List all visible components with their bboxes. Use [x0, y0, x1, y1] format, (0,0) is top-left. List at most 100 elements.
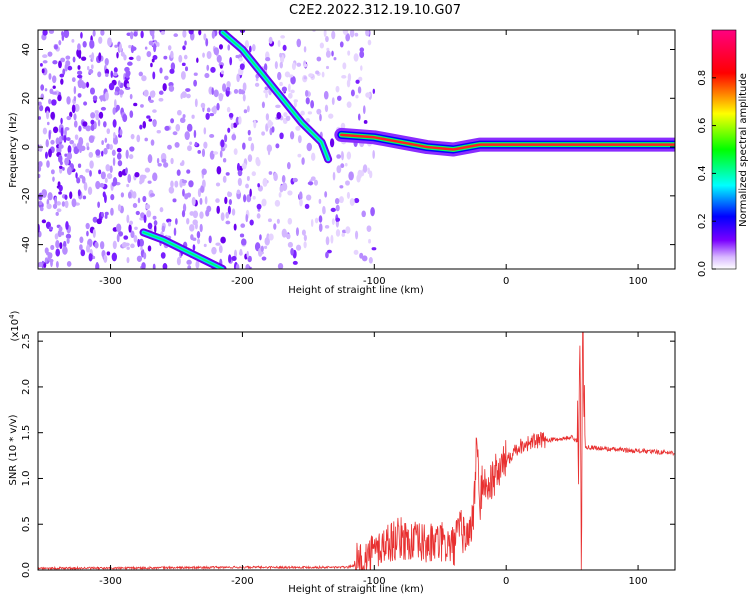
spectrogram-noise-cell: [40, 84, 45, 91]
spectrogram-noise-cell: [354, 198, 360, 204]
spectrogram-noise-cell: [279, 185, 284, 193]
spectrogram-noise-cell: [55, 137, 60, 145]
spectrogram-noise-cell: [318, 198, 322, 204]
spectrogram-noise-cell: [118, 89, 124, 95]
spectrogram-noise-cell: [114, 99, 117, 109]
spectrogram-noise-cell: [121, 241, 128, 248]
spectrogram-noise-cell: [346, 79, 351, 88]
spectrogram-noise-cell: [44, 106, 51, 115]
spectrogram-noise-cell: [239, 251, 243, 256]
spectrogram-noise-cell: [335, 204, 340, 212]
spectrogram-noise-cell: [202, 52, 205, 58]
spectrogram-noise-cell: [225, 172, 230, 176]
spectrogram-noise-cell: [160, 252, 166, 259]
spectrogram-noise-cell: [199, 223, 203, 233]
spectrogram-noise-cell: [98, 169, 102, 175]
spectrogram-noise-cell: [371, 247, 377, 251]
spectrogram-noise-cell: [42, 30, 48, 36]
colorbar-label: Normalized spectral amplitude: [738, 73, 749, 227]
spectrogram-noise-cell: [220, 236, 226, 244]
spectrogram-noise-cell: [136, 255, 143, 262]
spectrogram-noise-cell: [99, 183, 105, 188]
spectrogram-noise-cell: [233, 89, 239, 94]
spectrogram-noise-cell: [331, 30, 336, 40]
spectrogram-noise-cell: [59, 242, 63, 249]
spectrogram-x-tick-label: -100: [363, 276, 386, 287]
snr-y-tick-label: 0.0: [21, 562, 32, 578]
spectrogram-noise-cell: [140, 30, 144, 39]
spectrogram-noise-cell: [173, 227, 177, 236]
spectrogram-noise-cell: [203, 127, 207, 135]
spectrogram-noise-cell: [298, 191, 303, 200]
spectrogram-noise-cell: [297, 153, 302, 158]
spectrogram-noise-cell: [345, 180, 350, 186]
spectrogram-noise-cell: [235, 263, 240, 269]
spectrogram-noise-cell: [183, 54, 188, 60]
spectrogram-noise-cell: [176, 169, 181, 176]
spectrogram-noise-cell: [85, 168, 90, 173]
spectrogram-noise-cell: [189, 211, 195, 216]
spectrogram-noise-cell: [246, 175, 250, 181]
spectrogram-noise-cell: [231, 208, 236, 216]
spectrogram-noise-cell: [73, 120, 78, 128]
spectrogram-noise-cell: [330, 234, 334, 244]
spectrogram-noise-cell: [355, 79, 360, 84]
spectrogram-noise-cell: [262, 177, 268, 187]
spectrogram-noise-cell: [79, 244, 83, 251]
spectrogram-noise-cell: [153, 220, 158, 226]
spectrogram-y-tick-label: 0: [21, 144, 32, 150]
spectrogram-noise-cell: [236, 73, 240, 83]
spectrogram-noise-cell: [38, 173, 41, 179]
spectrogram-noise-cell: [112, 157, 116, 167]
spectrogram-noise-cell: [179, 179, 183, 188]
spectrogram-noise-cell: [191, 196, 196, 207]
spectrogram-noise-cell: [130, 243, 135, 249]
spectrogram-noise-cell: [191, 114, 195, 119]
spectrogram-noise-cell: [133, 31, 138, 37]
spectrogram-noise-cell: [57, 181, 61, 188]
spectrogram-noise-cell: [251, 44, 256, 52]
spectrogram-noise-cell: [142, 195, 147, 203]
spectrogram-noise-cell: [362, 164, 368, 173]
spectrogram-noise-cell: [158, 90, 164, 95]
spectrogram-noise-cell: [204, 196, 208, 205]
spectrogram-noise-cell: [146, 115, 151, 119]
spectrogram-noise-cell: [306, 142, 313, 152]
spectrogram-noise-cell: [63, 134, 67, 143]
spectrogram-noise-cell: [143, 252, 147, 260]
spectrogram-noise-cell: [39, 105, 44, 112]
spectrogram-noise-cell: [279, 52, 283, 58]
spectrogram-noise-cell: [188, 180, 194, 188]
spectrogram-noise-cell: [127, 191, 132, 199]
spectrogram-noise-cell: [326, 47, 330, 52]
spectrogram-noise-cell: [55, 248, 61, 257]
spectrogram-noise-cell: [116, 233, 120, 243]
spectrogram-noise-cell: [334, 197, 340, 205]
spectrogram-noise-cell: [181, 179, 188, 184]
spectrogram-noise-cell: [253, 120, 257, 129]
spectrogram-noise-cell: [277, 71, 282, 81]
spectrogram-noise-cell: [218, 92, 224, 102]
spectrogram-noise-cell: [275, 143, 280, 149]
spectrogram-noise-cell: [52, 203, 58, 209]
spectrogram-noise-cell: [290, 89, 295, 94]
spectrogram-noise-cell: [182, 188, 185, 197]
spectrogram-noise-cell: [271, 126, 275, 133]
spectrogram-noise-cell: [64, 153, 68, 157]
snr-x-tick-label: 100: [629, 576, 648, 587]
spectrogram-noise-cell: [292, 260, 298, 265]
spectrogram-noise-cell: [251, 171, 256, 177]
spectrogram-noise-cell: [276, 111, 282, 120]
spectrogram-noise-cell: [196, 238, 201, 245]
spectrogram-noise-cell: [324, 225, 330, 229]
spectrogram-noise-cell: [46, 160, 50, 168]
spectrogram-noise-cell: [268, 233, 274, 241]
spectrogram-noise-cell: [301, 229, 306, 236]
spectrogram-noise-cell: [178, 54, 183, 63]
spectrogram-noise-cell: [245, 213, 249, 223]
spectrogram-noise-cell: [185, 88, 191, 92]
spectrogram-y-axis-label: Frequency (Hz): [8, 112, 19, 188]
spectrogram-noise-cell: [263, 89, 269, 94]
spectrogram-noise-cell: [55, 261, 59, 269]
